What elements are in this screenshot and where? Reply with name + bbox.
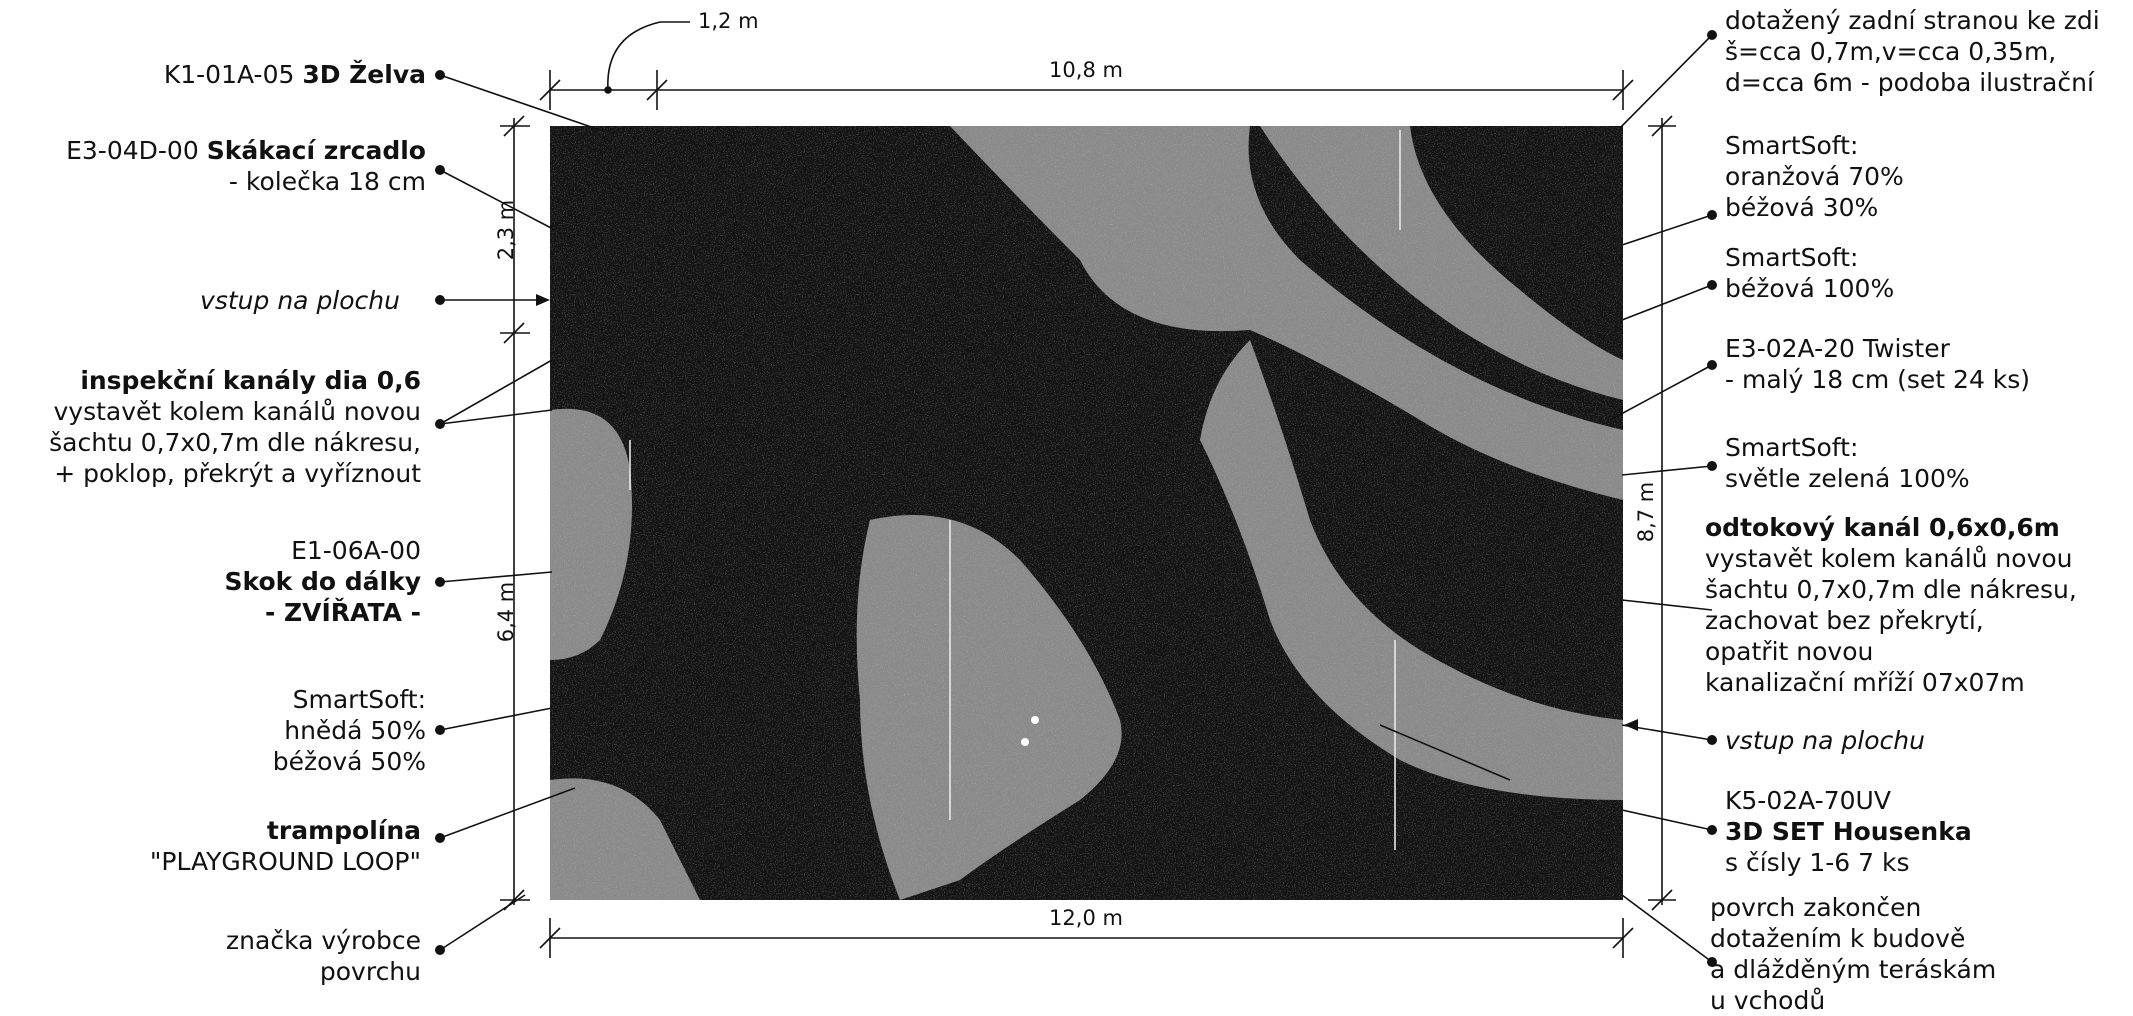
top-note-line1: dotažený zadní stranou ke zdi <box>1725 6 2100 35</box>
leader-dots <box>435 30 1717 967</box>
leader-lines <box>439 34 1713 963</box>
odtokovy-line1: vystavět kolem kanálů novou <box>1705 544 2073 573</box>
zelva-code: K1-01A-05 <box>163 60 303 89</box>
label-skok-do-dalky: E1-06A-00 Skok do dálky - ZVÍŘATA - <box>225 535 422 628</box>
povrch-line2: dotažením k budově <box>1710 924 1966 953</box>
inspekcni-line1: vystavět kolem kanálů novou <box>53 397 421 426</box>
skok-code: E1-06A-00 <box>291 536 421 565</box>
label-vstup-right: vstup na plochu <box>1725 726 1925 755</box>
label-trampolina: trampolína "PLAYGROUND LOOP" <box>150 815 421 877</box>
zrcadlo-detail: - kolečka 18 cm <box>228 167 426 196</box>
zrcadlo-name: Skákací zrcadlo <box>206 136 426 165</box>
odtokovy-line2: šachtu 0,7x0,7m dle nákresu, <box>1705 575 2077 604</box>
label-zelva: K1-01A-05 3D Želva <box>164 59 426 90</box>
dim-left-lower-height: 6,4 m <box>494 581 518 643</box>
housenka-code: K5-02A-70UV <box>1725 786 1891 815</box>
label-smartsoft-bezova: SmartSoft: béžová 100% <box>1725 242 1894 304</box>
hneda-line1: hnědá 50% <box>284 716 426 745</box>
hneda-title: SmartSoft: <box>292 685 426 714</box>
dim-right-height: 8,7 m <box>1634 481 1658 543</box>
znacka-line2: povrchu <box>319 957 421 986</box>
povrch-line3: a dlážděným teráskám <box>1710 955 1997 984</box>
odtokovy-line5: kanalizační mříží 07x07m <box>1705 668 2025 697</box>
hneda-line2: béžová 50% <box>272 747 426 776</box>
top-note-line3: d=cca 6m - podoba ilustrační <box>1725 68 2094 97</box>
label-smartsoft-zelena: SmartSoft: světle zelená 100% <box>1725 432 1970 494</box>
bezova-line1: béžová 100% <box>1725 274 1895 303</box>
zelva-name: 3D Želva <box>302 60 426 89</box>
zrcadlo-code: E3-04D-00 <box>66 136 207 165</box>
zelena-line1: světle zelená 100% <box>1725 464 1970 493</box>
povrch-line1: povrch zakončen <box>1710 893 1922 922</box>
label-top-note: dotažený zadní stranou ke zdi š=cca 0,7m… <box>1725 5 2100 98</box>
odtokovy-line3: zachovat bez překrytí, <box>1705 606 1984 635</box>
label-odtokovy-kanal: odtokový kanál 0,6x0,6m vystavět kolem k… <box>1705 512 2077 698</box>
trampolina-title: trampolína <box>266 816 421 845</box>
znacka-line1: značka výrobce <box>226 926 421 955</box>
inspekcni-title: inspekční kanály dia 0,6 <box>80 366 421 395</box>
oranzova-line1: oranžová 70% <box>1725 162 1904 191</box>
label-vstup-left: vstup na plochu <box>200 286 400 315</box>
povrch-line4: u vchodů <box>1710 986 1826 1015</box>
skok-sub: - ZVÍŘATA - <box>264 598 421 627</box>
housenka-sub: s čísly 1-6 7 ks <box>1725 848 1910 877</box>
dim-left-upper-height: 2,3 m <box>494 199 518 261</box>
odtokovy-line4: opatřit novou <box>1705 637 1874 666</box>
label-inspekcni-kanaly: inspekční kanály dia 0,6 vystavět kolem … <box>49 365 421 489</box>
housenka-name: 3D SET Housenka <box>1725 817 1972 846</box>
skok-name: Skok do dálky <box>224 567 422 596</box>
dim-slide-width: 1,2 m <box>698 9 759 33</box>
inspekcni-line3: + poklop, překrýt a vyříznout <box>54 459 421 488</box>
zelena-title: SmartSoft: <box>1725 433 1859 462</box>
label-zrcadlo: E3-04D-00 Skákací zrcadlo - kolečka 18 c… <box>66 135 426 197</box>
dim-top-width: 10,8 m <box>1049 58 1123 82</box>
oranzova-title: SmartSoft: <box>1725 131 1859 160</box>
label-smartsoft-hneda: SmartSoft: hnědá 50% béžová 50% <box>273 684 426 777</box>
dim-bottom-width: 12,0 m <box>1049 906 1123 930</box>
inspekcni-line2: šachtu 0,7x0,7m dle nákresu, <box>49 428 421 457</box>
surface-pattern <box>550 126 1623 900</box>
twister-title: E3-02A-20 Twister <box>1725 334 1950 363</box>
oranzova-line2: béžová 30% <box>1725 193 1879 222</box>
top-note-line2: š=cca 0,7m,v=cca 0,35m, <box>1725 37 2057 66</box>
bezova-title: SmartSoft: <box>1725 243 1859 272</box>
entry-arrow-left <box>536 294 550 306</box>
twister-line1: - malý 18 cm (set 24 ks) <box>1725 365 2031 394</box>
label-smartsoft-oranzova: SmartSoft: oranžová 70% béžová 30% <box>1725 130 1904 223</box>
entry-arrow-right <box>1624 719 1638 731</box>
label-znacka-vyrobce: značka výrobce povrchu <box>226 925 421 987</box>
label-povrch: povrch zakončen dotažením k budově a dlá… <box>1710 892 1996 1016</box>
label-housenka: K5-02A-70UV 3D SET Housenka s čísly 1-6 … <box>1725 785 1972 878</box>
dimension-lines <box>500 21 1676 958</box>
trampolina-sub: "PLAYGROUND LOOP" <box>149 847 421 876</box>
odtokovy-title: odtokový kanál 0,6x0,6m <box>1705 513 2060 542</box>
label-twister: E3-02A-20 Twister - malý 18 cm (set 24 k… <box>1725 333 2030 395</box>
